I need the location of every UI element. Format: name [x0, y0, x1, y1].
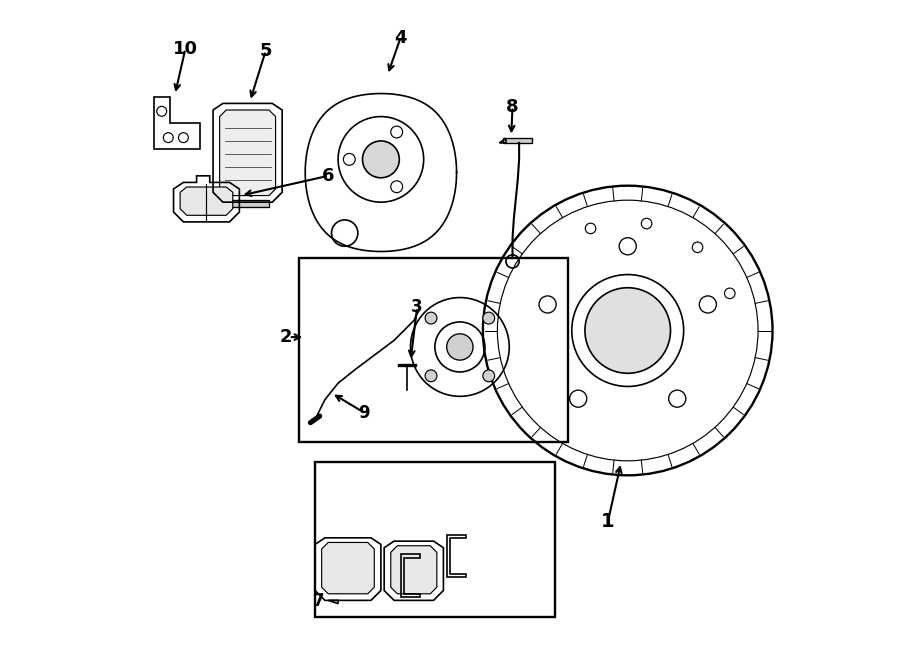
Bar — [299, 258, 569, 442]
Circle shape — [669, 390, 686, 407]
Polygon shape — [503, 138, 532, 143]
Bar — [315, 462, 555, 617]
Text: 8: 8 — [506, 98, 518, 116]
Circle shape — [178, 133, 188, 143]
Circle shape — [344, 153, 356, 165]
Circle shape — [585, 223, 596, 234]
Circle shape — [585, 288, 670, 373]
Circle shape — [692, 242, 703, 253]
Circle shape — [482, 370, 495, 382]
Text: 10: 10 — [173, 40, 198, 58]
Text: 9: 9 — [358, 404, 370, 422]
Circle shape — [446, 334, 473, 360]
Circle shape — [391, 126, 402, 138]
Circle shape — [642, 218, 652, 229]
Text: 6: 6 — [322, 167, 335, 185]
Polygon shape — [391, 546, 436, 594]
Text: 1: 1 — [601, 512, 615, 531]
Circle shape — [363, 141, 400, 178]
Circle shape — [570, 390, 587, 407]
Circle shape — [699, 296, 716, 313]
Circle shape — [425, 370, 436, 382]
Circle shape — [157, 106, 166, 116]
Polygon shape — [180, 187, 233, 215]
Circle shape — [391, 181, 402, 192]
Polygon shape — [220, 110, 275, 196]
Circle shape — [425, 312, 436, 324]
Circle shape — [163, 133, 173, 143]
Text: 5: 5 — [259, 42, 272, 59]
Text: 7: 7 — [312, 592, 324, 610]
Circle shape — [619, 238, 636, 254]
Circle shape — [724, 288, 735, 299]
Polygon shape — [321, 543, 374, 594]
Text: 3: 3 — [411, 299, 423, 317]
Text: 4: 4 — [394, 28, 407, 46]
Circle shape — [482, 312, 495, 324]
Polygon shape — [230, 200, 269, 207]
Text: 2: 2 — [279, 328, 292, 346]
Circle shape — [539, 296, 556, 313]
